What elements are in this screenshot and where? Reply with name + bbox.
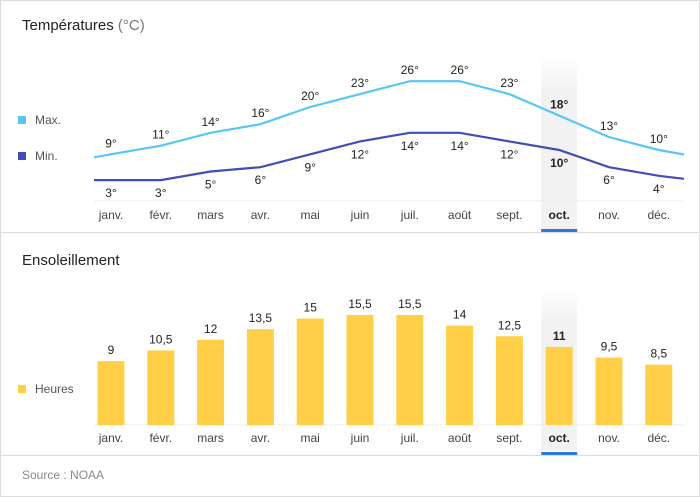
highlight-band (541, 56, 578, 229)
series-line-min (94, 131, 685, 182)
bar[interactable] (446, 325, 474, 425)
legend-hours: Heures (18, 382, 74, 396)
data-label-max: 26° (401, 63, 419, 77)
data-label-min: 14° (401, 139, 419, 153)
bar-label: 13,5 (249, 311, 273, 325)
month-tab-6[interactable]: juil. (400, 431, 419, 445)
month-tab-8[interactable]: sept. (496, 208, 522, 222)
bar-label: 12,5 (498, 318, 522, 332)
bar[interactable] (246, 329, 274, 425)
data-label-min: 10° (550, 156, 568, 170)
bar[interactable] (495, 336, 523, 425)
month-tab-5[interactable]: juin (350, 431, 370, 445)
month-tab-4[interactable]: mai (301, 431, 320, 445)
data-label-min: 12° (500, 147, 518, 161)
data-label-max: 11° (152, 128, 169, 142)
bar[interactable] (197, 339, 225, 425)
data-label-min: 3° (105, 186, 117, 200)
bar[interactable] (396, 314, 424, 425)
selected-month-indicator (541, 229, 578, 232)
bar-label: 15,5 (348, 297, 372, 311)
month-tab-11[interactable]: déc. (647, 208, 670, 222)
month-tab-1[interactable]: févr. (149, 431, 172, 445)
bar-label: 14 (453, 308, 467, 322)
sunshine-title: Ensoleillement (22, 252, 120, 269)
data-label-max: 26° (451, 63, 469, 77)
divider (1, 232, 699, 233)
bar-label: 12 (204, 322, 218, 336)
data-label-min: 9° (304, 160, 316, 174)
bar-label: 11 (553, 329, 566, 343)
data-label-max: 20° (301, 89, 319, 103)
bar[interactable] (296, 318, 324, 426)
source-label: Source : NOAA (22, 468, 105, 482)
divider (1, 455, 699, 456)
month-tab-2[interactable]: mars (197, 431, 224, 445)
bar[interactable] (595, 357, 623, 425)
month-tab-4[interactable]: mai (301, 208, 320, 222)
month-tab-7[interactable]: août (448, 431, 472, 445)
month-tab-1[interactable]: févr. (149, 208, 172, 222)
bar-label: 15 (304, 301, 318, 315)
legend-min-swatch (18, 152, 26, 160)
data-label-min: 6° (603, 173, 615, 187)
bar[interactable] (545, 346, 573, 425)
bar-label: 10,5 (149, 332, 173, 346)
month-tab-8[interactable]: sept. (496, 431, 522, 445)
data-label-max: 10° (650, 132, 668, 146)
data-label-max: 16° (251, 106, 269, 120)
data-label-max: 23° (500, 76, 518, 90)
bar-label: 15,5 (398, 297, 422, 311)
bar[interactable] (645, 364, 673, 425)
month-tab-3[interactable]: avr. (251, 431, 270, 445)
month-tab-0[interactable]: janv. (98, 431, 123, 445)
month-tab-9[interactable]: oct. (549, 208, 570, 222)
month-tab-0[interactable]: janv. (98, 208, 123, 222)
data-label-min: 5° (205, 178, 217, 192)
data-label-max: 14° (202, 115, 220, 129)
temperature-title: Températures (°C) (22, 17, 145, 34)
legend-max-swatch (18, 116, 26, 124)
month-tab-10[interactable]: nov. (598, 208, 620, 222)
data-label-min: 3° (155, 186, 167, 200)
data-label-max: 13° (600, 119, 618, 133)
legend-hours-swatch (18, 385, 26, 393)
data-label-max: 18° (550, 98, 568, 112)
bar[interactable] (147, 350, 175, 425)
data-label-max: 9° (105, 136, 117, 150)
data-label-min: 12° (351, 147, 369, 161)
data-label-min: 4° (653, 182, 665, 196)
month-tab-11[interactable]: déc. (647, 431, 670, 445)
month-tab-2[interactable]: mars (197, 208, 224, 222)
bar-label: 9,5 (601, 340, 618, 354)
bar[interactable] (97, 361, 125, 425)
month-tab-6[interactable]: juil. (400, 208, 419, 222)
bar[interactable] (346, 314, 374, 425)
legend-min: Min. (18, 149, 58, 163)
month-tab-9[interactable]: oct. (549, 431, 570, 445)
bar-label: 9 (108, 343, 115, 357)
month-tab-3[interactable]: avr. (251, 208, 270, 222)
month-tab-7[interactable]: août (448, 208, 472, 222)
data-label-min: 6° (255, 173, 267, 187)
data-label-min: 14° (451, 139, 469, 153)
bar-label: 8,5 (650, 347, 667, 361)
series-line-max (93, 80, 685, 159)
data-label-max: 23° (351, 76, 369, 90)
month-tab-10[interactable]: nov. (598, 431, 620, 445)
legend-max: Max. (18, 113, 61, 127)
month-tab-5[interactable]: juin (350, 208, 370, 222)
selected-month-indicator (541, 452, 578, 455)
